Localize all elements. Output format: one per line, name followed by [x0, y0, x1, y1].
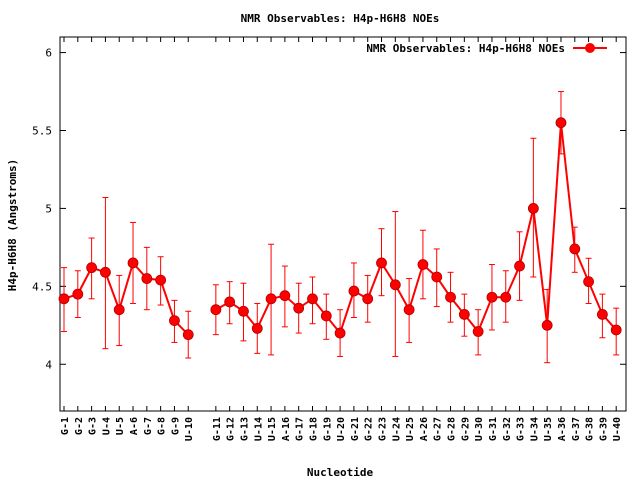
data-point [72, 288, 84, 300]
data-point [362, 293, 374, 305]
x-tick-label: G-7 [143, 417, 154, 435]
data-point [224, 296, 236, 308]
data-point [86, 262, 98, 274]
data-point [458, 308, 470, 320]
y-tick-label: 4 [45, 358, 52, 371]
series-line [215, 122, 617, 336]
legend-label: NMR Observables: H4p-H6H8 NOEs [366, 42, 565, 55]
chart-title: NMR Observables: H4p-H6H8 NOEs [241, 12, 440, 25]
data-point [541, 319, 553, 331]
data-point [486, 291, 498, 303]
data-point [279, 290, 291, 302]
x-tick-label: G-9 [170, 417, 181, 435]
data-point [610, 324, 622, 336]
x-tick-label: G-33 [516, 417, 527, 441]
x-tick-label: A-36 [557, 417, 568, 441]
data-point [265, 293, 277, 305]
data-point [389, 279, 401, 291]
x-tick-label: G-27 [433, 417, 444, 441]
data-point [583, 276, 594, 288]
x-tick-label: G-22 [364, 417, 375, 441]
x-tick-label: G-8 [157, 417, 168, 435]
data-point [141, 273, 153, 284]
plot-frame [59, 36, 627, 412]
data-point [348, 285, 360, 297]
x-tick-label: U-20 [336, 417, 347, 441]
x-tick-label: U-24 [391, 417, 402, 441]
data-point [472, 326, 484, 337]
data-point [527, 203, 539, 214]
x-tick-label: G-23 [378, 417, 389, 441]
x-tick-label: G-28 [447, 417, 458, 441]
x-tick-label: U-5 [115, 417, 126, 435]
data-point [127, 257, 139, 269]
x-tick-label: G-19 [322, 417, 333, 441]
x-axis-label: Nucleotide [307, 466, 374, 479]
x-tick-label: G-29 [460, 417, 471, 441]
data-point [238, 305, 249, 317]
x-tick-label: G-2 [74, 417, 85, 435]
x-tick-label: G-17 [295, 417, 306, 441]
x-tick-label: A-6 [129, 417, 140, 435]
x-tick-label: A-16 [281, 417, 292, 441]
data-point [169, 315, 180, 327]
data-point [500, 291, 512, 303]
data-point [320, 310, 332, 322]
x-tick-label: G-31 [488, 417, 499, 441]
x-tick-label: U-15 [267, 417, 278, 441]
x-tick-label: U-14 [253, 417, 264, 441]
data-point [182, 329, 194, 341]
x-tick-label: A-26 [419, 417, 430, 441]
x-tick-label: G-32 [502, 417, 513, 441]
x-tick-label: U-4 [101, 417, 112, 435]
data-point [376, 257, 387, 269]
data-point [113, 304, 125, 316]
data-point [155, 274, 167, 286]
x-tick-label: G-37 [571, 417, 582, 441]
x-tick-label: G-1 [60, 417, 71, 435]
x-tick-label: G-12 [226, 417, 237, 441]
data-point [431, 271, 443, 283]
data-point [100, 266, 111, 278]
data-point [403, 304, 415, 316]
data-point [58, 293, 70, 305]
x-tick-label: U-25 [405, 417, 416, 441]
data-point [210, 304, 222, 316]
x-tick-label: U-35 [543, 417, 554, 441]
data-point [307, 293, 318, 305]
data-point [596, 308, 608, 320]
x-tick-label: G-18 [308, 417, 319, 441]
data-point [555, 117, 567, 129]
legend-marker [585, 43, 595, 53]
y-tick-label: 5 [45, 202, 52, 215]
x-tick-label: U-34 [529, 417, 540, 441]
x-tick-label: G-38 [585, 417, 596, 441]
data-point [251, 323, 263, 334]
data-point [514, 260, 525, 272]
x-tick-label: U-30 [474, 417, 485, 441]
x-tick-label: G-21 [350, 417, 361, 441]
y-tick-label: 6 [45, 47, 52, 60]
data-point [569, 243, 581, 255]
data-point [293, 302, 305, 314]
x-tick-label: G-13 [239, 417, 250, 441]
x-tick-label: G-39 [598, 417, 609, 441]
x-tick-label: U-40 [612, 417, 623, 441]
data-point [417, 259, 429, 270]
data-point [445, 291, 456, 303]
x-tick-label: U-10 [184, 417, 195, 441]
x-tick-label: G-11 [212, 417, 223, 441]
x-tick-label: G-3 [88, 417, 99, 435]
data-point [334, 327, 346, 339]
y-tick-label: 4.5 [32, 280, 52, 293]
y-tick-label: 5.5 [32, 125, 52, 138]
series-line [63, 260, 189, 336]
y-axis-label: H4p-H6H8 (Angstroms) [6, 159, 19, 291]
